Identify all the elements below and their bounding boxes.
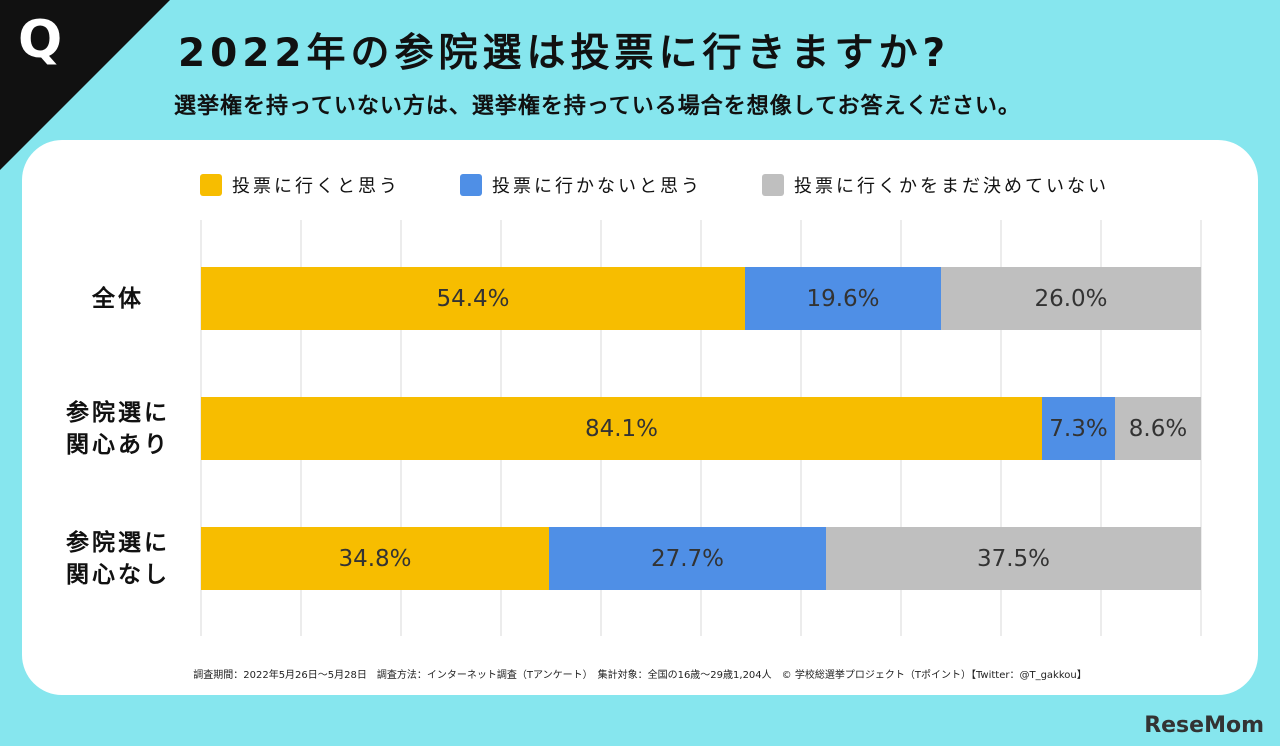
bar xyxy=(1042,397,1115,460)
value-label: 84.1% xyxy=(585,416,658,442)
value-label: 7.3% xyxy=(1049,416,1107,442)
bar xyxy=(201,397,1042,460)
bar xyxy=(1115,397,1201,460)
y-tick-label: 参院選に関心あり xyxy=(66,399,170,458)
footnote: 調査期間：2022年5月26日～5月28日 調査方法：インターネット調査（Tアン… xyxy=(193,670,1087,681)
value-label: 34.8% xyxy=(338,546,411,572)
value-label: 37.5% xyxy=(977,546,1050,572)
bar xyxy=(201,527,549,590)
legend-label: 投票に行かないと思う xyxy=(492,176,702,197)
badge: Q xyxy=(18,10,63,70)
legend-swatch xyxy=(460,174,482,196)
value-label: 27.7% xyxy=(651,546,724,572)
bar xyxy=(745,267,941,330)
value-label: 8.6% xyxy=(1129,416,1187,442)
legend-item: 投票に行かないと思う xyxy=(460,172,702,198)
value-label: 54.4% xyxy=(436,286,509,312)
legend-swatch xyxy=(762,174,784,196)
y-tick-label: 全体 xyxy=(92,285,144,312)
value-label: 26.0% xyxy=(1034,286,1107,312)
bar xyxy=(941,267,1201,330)
y-tick-label: 参院選に関心なし xyxy=(66,529,170,588)
bar xyxy=(549,527,826,590)
chart-subtitle: 選挙権を持っていない方は、選挙権を持っている場合を想像してお答えください。 xyxy=(174,94,1021,119)
legend: 投票に行くと思う 投票に行かないと思う 投票に行くかをまだ決めていない xyxy=(200,172,1109,198)
bar xyxy=(826,527,1201,590)
legend-swatch xyxy=(200,174,222,196)
legend-label: 投票に行くかをまだ決めていない xyxy=(794,176,1109,197)
legend-label: 投票に行くと思う xyxy=(232,176,400,197)
corner xyxy=(0,0,170,170)
logo: ReseMom xyxy=(1144,713,1264,738)
value-label: 19.6% xyxy=(806,286,879,312)
bar xyxy=(201,267,745,330)
legend-item: 投票に行くかをまだ決めていない xyxy=(762,172,1109,198)
chart-title: 2022年の参院選は投票に行きますか? xyxy=(178,31,951,76)
legend-item: 投票に行くと思う xyxy=(200,172,400,198)
